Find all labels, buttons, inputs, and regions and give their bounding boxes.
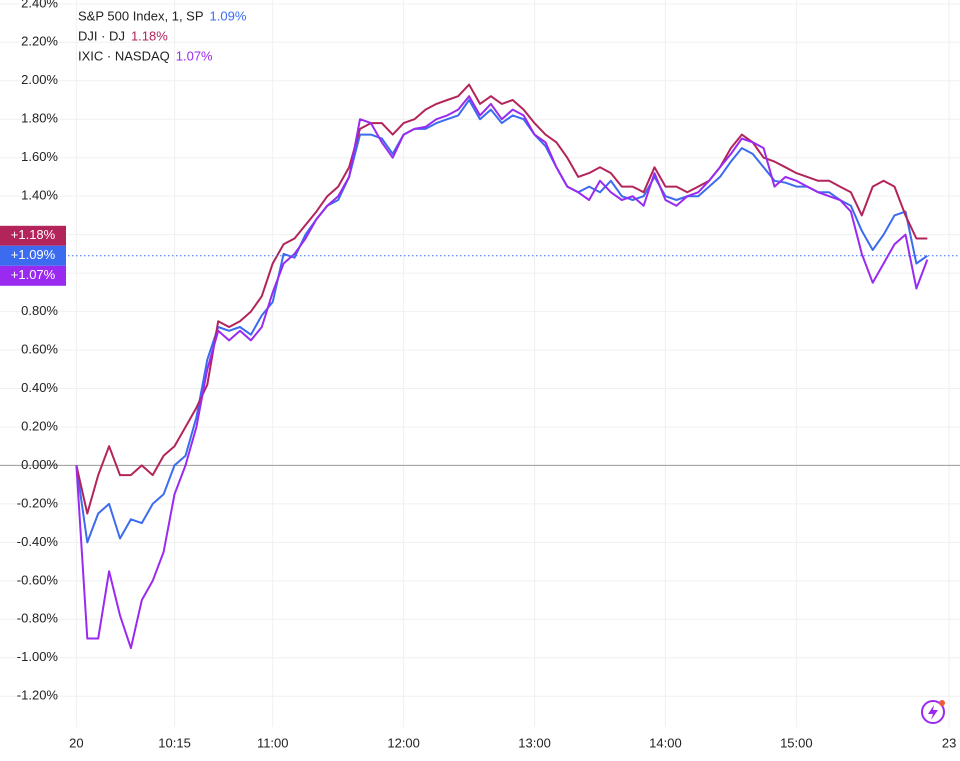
y-tick-label: 2.20% xyxy=(21,34,58,49)
y-tick-label: 1.60% xyxy=(21,149,58,164)
x-tick-label: 20 xyxy=(69,735,83,750)
y-tick-label: -0.20% xyxy=(17,495,59,510)
legend: S&P 500 Index, 1, SP 1.09% DJI · DJ 1.18% IX… xyxy=(78,8,247,63)
logo-dot xyxy=(939,700,945,706)
badge-label: +1.09% xyxy=(11,247,56,262)
y-tick-label: 0.80% xyxy=(21,303,58,318)
badge-label: +1.18% xyxy=(11,227,56,242)
y-tick-label: -0.40% xyxy=(17,534,59,549)
badge-bg xyxy=(0,245,66,266)
legend-name: S&P 500 Index, 1, SP xyxy=(78,8,204,23)
x-tick-label: 12:00 xyxy=(387,735,420,750)
badge-bg xyxy=(0,265,66,286)
y-tick-label: 1.40% xyxy=(21,188,58,203)
y-tick-label: -0.80% xyxy=(17,611,59,626)
y-tick-label: 2.40% xyxy=(21,0,58,10)
badges: +1.18% +1.09% +1.07% xyxy=(0,225,66,286)
x-tick-label: 10:15 xyxy=(158,735,191,750)
x-tick-label: 15:00 xyxy=(780,735,813,750)
series-line xyxy=(75,95,929,650)
legend-name: DJI · DJ xyxy=(78,28,125,43)
price-badge: +1.18% xyxy=(0,225,66,246)
logo-ring xyxy=(921,700,945,724)
badge-bg xyxy=(0,225,66,246)
legend-value: 1.18% xyxy=(131,28,168,43)
price-badge: +1.07% xyxy=(0,265,66,286)
series-line xyxy=(75,99,928,544)
legend-value: 1.07% xyxy=(176,48,213,63)
y-tick-label: 0.20% xyxy=(21,418,58,433)
y-tick-label: 1.80% xyxy=(21,111,58,126)
y-tick-label: 0.00% xyxy=(21,457,58,472)
logo xyxy=(921,700,945,724)
legend-name: IXIC · NASDAQ xyxy=(78,48,170,63)
y-tick-label: -1.20% xyxy=(17,688,59,703)
series-line xyxy=(75,83,928,515)
price-badge: +1.09% xyxy=(0,245,66,266)
logo-bolt xyxy=(928,705,938,720)
y-tick-label: -1.00% xyxy=(17,649,59,664)
badge-label: +1.07% xyxy=(11,267,56,282)
y-tick-label: -0.60% xyxy=(17,572,59,587)
x-tick-label: 14:00 xyxy=(649,735,682,750)
grid xyxy=(0,0,960,727)
legend-value: 1.09% xyxy=(210,8,247,23)
x-tick-label: 11:00 xyxy=(257,735,289,750)
lines xyxy=(0,83,960,650)
y-tick-label: 2.00% xyxy=(21,72,58,87)
y-tick-label: 0.40% xyxy=(21,380,58,395)
y-tick-label: 0.60% xyxy=(21,341,58,356)
x-tick-label: 13:00 xyxy=(518,735,551,750)
x-tick-label: 23 xyxy=(942,735,956,750)
